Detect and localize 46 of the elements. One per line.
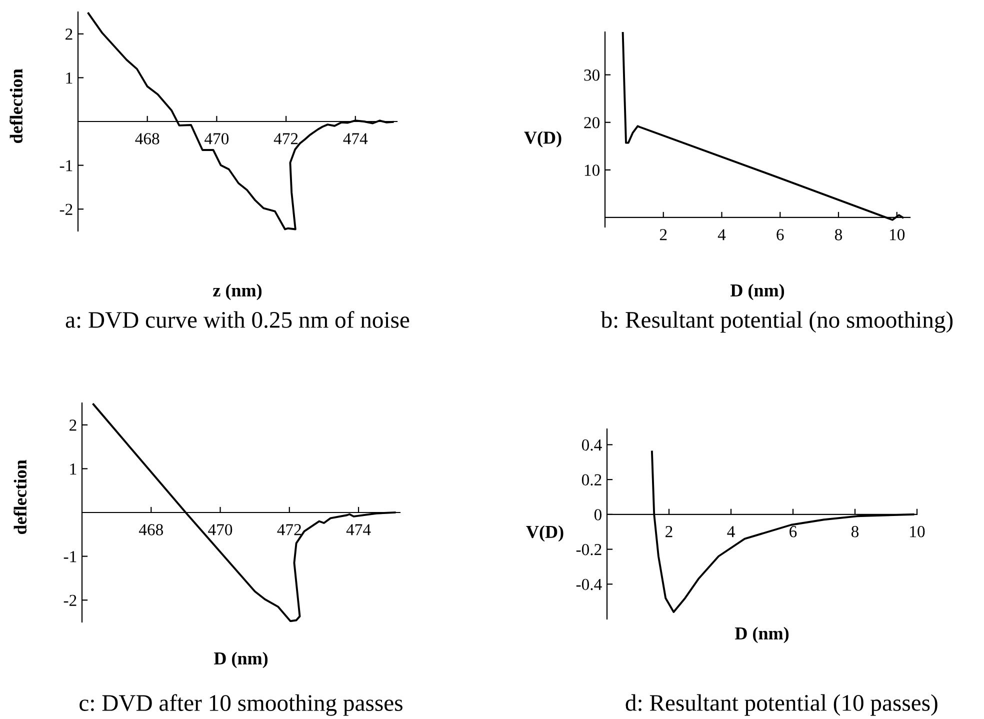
x-tick-label: 468 <box>135 133 160 144</box>
x-tick-label: 2 <box>666 526 672 538</box>
x-tick-label: 10 <box>910 526 925 538</box>
x-axis-title: D (nm) <box>734 626 789 644</box>
y-tick-label: 0.2 <box>582 474 602 486</box>
x-tick-label: 470 <box>208 524 232 536</box>
y-axis-title: deflection <box>10 68 23 144</box>
text: a: DVD curve with 0.25 nm of noise <box>66 311 410 328</box>
x-tick-label: 2 <box>660 229 667 240</box>
text: c: DVD after 10 smoothing passes <box>80 694 402 716</box>
x-tick-label: 8 <box>851 526 859 538</box>
x-tick-label: 472 <box>277 524 301 536</box>
y-tick-label: 30 <box>584 70 600 81</box>
y-tick-label: 1 <box>66 72 72 84</box>
x-axis-title: z (nm) <box>213 284 262 300</box>
y-tick-label: 0 <box>594 509 602 520</box>
x-tick-label: 474 <box>346 524 371 536</box>
text: d: Resultant potential (10 passes) <box>626 694 938 716</box>
x-tick-label: 8 <box>834 229 842 240</box>
y-tick-label: -0.4 <box>576 578 602 590</box>
y-tick-label: 20 <box>584 117 600 128</box>
y-tick-label: -0.2 <box>576 544 602 556</box>
x-tick-label: 4 <box>718 229 726 240</box>
y-axis-title: deflection <box>14 460 27 534</box>
y-tick-label: -2 <box>60 204 72 215</box>
y-tick-label: 1 <box>70 463 76 474</box>
y-tick-label: -1 <box>60 160 72 172</box>
y-tick-label: 0.4 <box>582 439 602 451</box>
y-tick-label: 10 <box>584 164 600 176</box>
x-axis-title: D (nm) <box>214 652 268 668</box>
x-tick-label: 472 <box>274 133 298 144</box>
text: b: Resultant potential (no smoothing) <box>600 311 953 333</box>
x-tick-label: 468 <box>138 524 163 536</box>
y-axis-title: V(D) <box>526 525 564 542</box>
x-tick-label: 6 <box>776 229 784 240</box>
y-tick-label: 2 <box>70 420 76 431</box>
x-tick-label: 470 <box>204 133 229 144</box>
y-tick-label: -2 <box>64 594 76 606</box>
y-tick-label: 2 <box>66 28 72 40</box>
x-axis-title: D (nm) <box>730 284 784 300</box>
x-tick-label: 4 <box>727 526 735 538</box>
x-tick-label: 474 <box>343 133 368 144</box>
x-tick-label: 6 <box>790 526 797 538</box>
y-axis-title: V(D) <box>524 131 562 148</box>
x-tick-label: 10 <box>890 229 905 240</box>
y-tick-label: -1 <box>64 551 76 562</box>
